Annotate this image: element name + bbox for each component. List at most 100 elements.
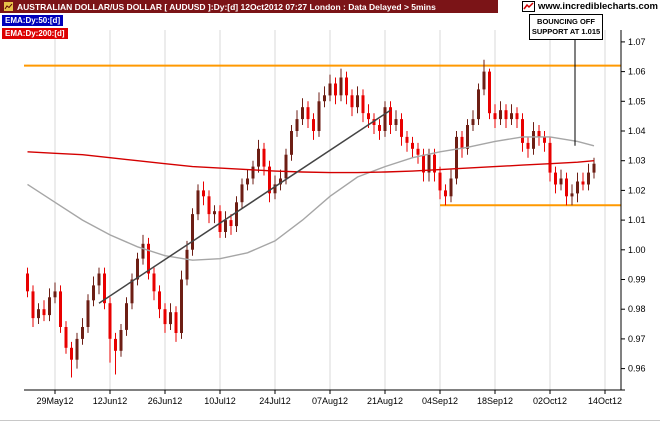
candle-body (26, 273, 29, 292)
candle-body (42, 309, 46, 316)
candle-body (218, 211, 222, 232)
candle-body (70, 347, 73, 360)
incrediblecharts-logo[interactable]: www.incrediblecharts.com (498, 0, 660, 13)
candle-body (565, 178, 568, 197)
candle-body (59, 291, 62, 327)
y-axis-label: 0.97 (628, 334, 646, 344)
x-axis-label: 24Jul12 (259, 396, 291, 406)
y-axis-label: 0.98 (628, 304, 646, 314)
candle-body (136, 258, 139, 280)
candle-body (471, 119, 475, 125)
candle-body (64, 327, 68, 348)
header-bar: AUSTRALIAN DOLLAR/US DOLLAR [ AUDUSD ]:D… (0, 0, 498, 13)
candle-body (334, 83, 337, 96)
candle-body (499, 110, 502, 120)
candle-body (202, 190, 205, 197)
x-axis-label: 07Aug12 (312, 396, 348, 406)
candle-body (191, 214, 194, 250)
y-axis-label: 1.02 (628, 185, 646, 195)
candle-body (75, 338, 79, 360)
candle-body (361, 95, 365, 114)
candle-body (246, 178, 249, 185)
candle-body (180, 279, 183, 333)
candle-body (97, 273, 101, 286)
candle-body (284, 154, 288, 179)
y-axis-label: 1.00 (628, 245, 646, 255)
candle-body (240, 184, 244, 203)
candle-body (147, 243, 150, 274)
candle-body (510, 113, 513, 120)
incrediblecharts-logo-icon (521, 1, 535, 12)
candle-body (521, 119, 524, 143)
candle-body (262, 148, 266, 167)
candle-body (301, 107, 304, 120)
candle-body (592, 163, 596, 173)
candle-body (339, 77, 343, 96)
candle-body (581, 181, 585, 185)
candle-body (411, 142, 414, 149)
candle-body (389, 107, 392, 125)
legend-ema50[interactable]: EMA:Dy:50:[d] (2, 15, 64, 26)
candle-body (92, 285, 95, 301)
candle-body (86, 300, 90, 327)
candle-body (317, 101, 321, 131)
annotation-box[interactable]: BOUNCING OFF SUPPORT AT 1.015 (529, 14, 603, 40)
candle-body (488, 71, 491, 114)
candle-body (372, 119, 376, 125)
candle-body (455, 136, 458, 179)
candle-body (158, 291, 161, 310)
candle-body (427, 154, 431, 173)
candle-body (268, 166, 271, 194)
candle-body (532, 131, 535, 149)
candle-body (422, 154, 425, 173)
candle-body (466, 125, 469, 149)
x-axis-label: 21Aug12 (367, 396, 403, 406)
candle-body (141, 243, 145, 259)
candle-body (444, 190, 447, 197)
x-axis-label: 12Jun12 (93, 396, 128, 406)
x-axis-label: 04Sep12 (422, 396, 458, 406)
candle-body (185, 249, 189, 280)
candle-body (130, 279, 134, 304)
candle-body (114, 338, 117, 351)
candle-body (570, 193, 574, 197)
candle-body (416, 148, 420, 155)
y-axis-label: 1.04 (628, 126, 646, 136)
indicator-legend: EMA:Dy:50:[d] EMA:Dy:200:[d] (2, 15, 68, 39)
candle-body (103, 273, 106, 304)
candle-body (273, 184, 277, 194)
candle-body (356, 95, 359, 108)
candle-body (449, 178, 453, 197)
candle-body (559, 178, 563, 185)
legend-ema200[interactable]: EMA:Dy:200:[d] (2, 28, 68, 39)
candle-body (196, 190, 200, 215)
annotation-text-line1: BOUNCING OFF (537, 17, 595, 26)
x-axis-label: 14Oct12 (588, 396, 622, 406)
legend-ema50-label: EMA:Dy:50:[d] (5, 16, 61, 25)
candle-body (119, 330, 123, 351)
candle-body (576, 181, 579, 194)
candle-body (543, 136, 546, 143)
candle-body (405, 136, 409, 143)
ema50-line (27, 136, 595, 261)
y-axis-label: 1.06 (628, 67, 646, 77)
header: AUSTRALIAN DOLLAR/US DOLLAR [ AUDUSD ]:D… (0, 0, 660, 13)
candle-body (587, 172, 590, 185)
candle-body (328, 83, 332, 96)
candle-body (433, 154, 436, 173)
candle-body (81, 327, 84, 339)
candle-body (279, 178, 282, 185)
candle-body (350, 95, 354, 108)
candle-body (312, 119, 315, 131)
candle-body (152, 273, 156, 292)
candle-body (48, 297, 51, 316)
candle-body (213, 211, 216, 215)
candle-body (251, 166, 255, 179)
candle-body (169, 312, 172, 325)
trendline (98, 109, 391, 304)
y-axis-label: 1.07 (628, 37, 646, 47)
candle-body (174, 312, 178, 333)
candle-body (383, 107, 387, 131)
